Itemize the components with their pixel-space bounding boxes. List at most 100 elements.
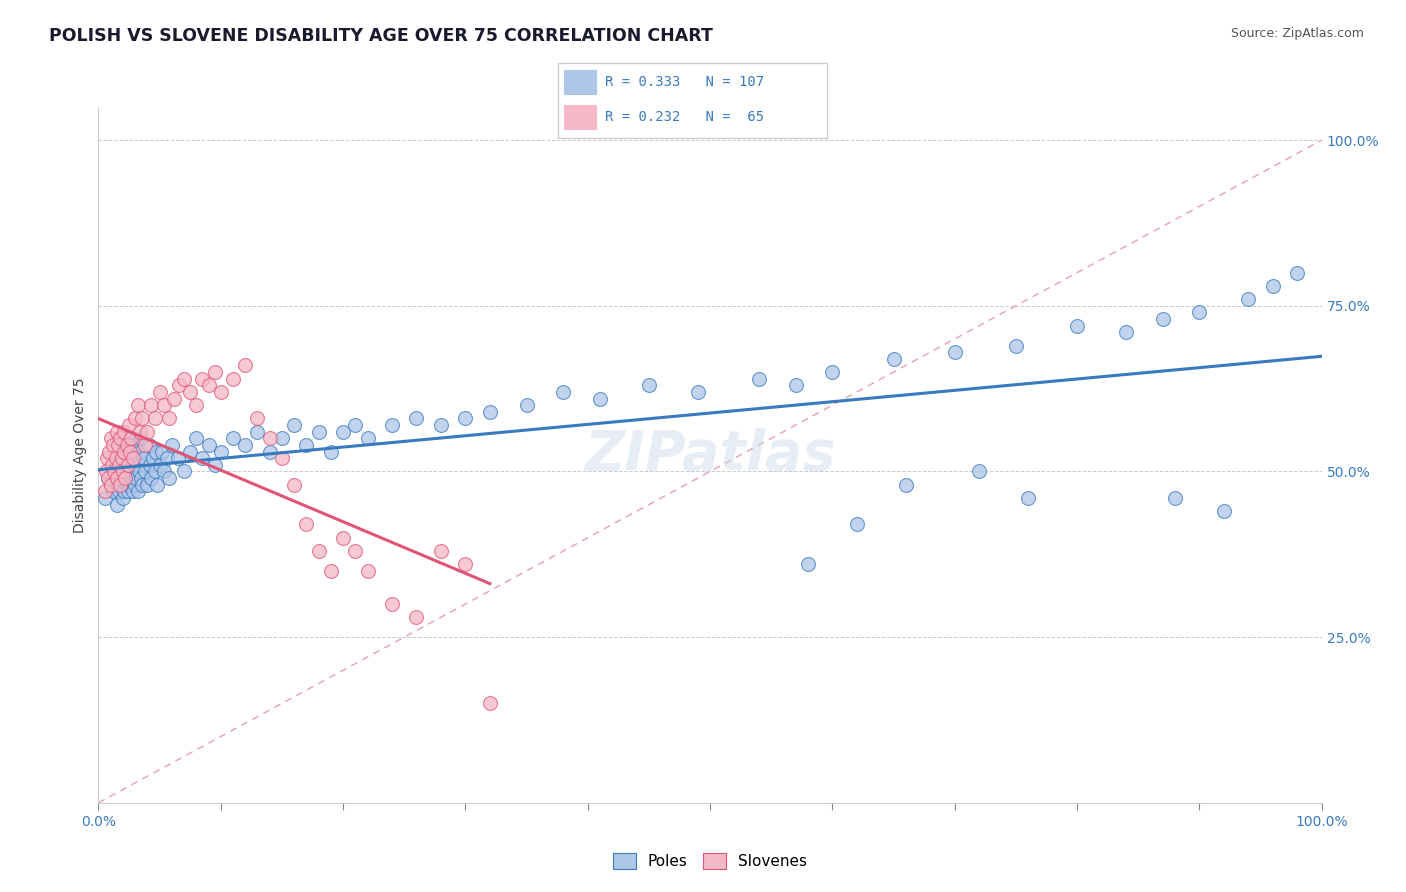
Bar <box>564 105 596 129</box>
Point <box>146 477 169 491</box>
Point <box>1152 312 1174 326</box>
Point <box>112 451 135 466</box>
Point <box>114 471 136 485</box>
Point <box>209 444 232 458</box>
Point <box>114 438 136 452</box>
Point <box>127 398 149 412</box>
Point <box>124 411 146 425</box>
Point <box>295 517 318 532</box>
Point <box>114 471 136 485</box>
Point <box>94 465 117 479</box>
Point <box>167 378 190 392</box>
Point <box>1237 292 1260 306</box>
Point <box>120 471 142 485</box>
Point <box>108 458 131 472</box>
Point <box>785 378 807 392</box>
Point <box>344 418 367 433</box>
Point <box>1066 318 1088 333</box>
Text: Source: ZipAtlas.com: Source: ZipAtlas.com <box>1230 27 1364 40</box>
Point <box>108 484 131 499</box>
Point <box>222 431 245 445</box>
Point <box>308 425 330 439</box>
Point <box>163 392 186 406</box>
Point <box>1261 279 1284 293</box>
Point <box>179 444 201 458</box>
Point <box>160 438 183 452</box>
Point <box>943 345 966 359</box>
Point <box>157 471 180 485</box>
Point <box>259 444 281 458</box>
Point <box>186 398 208 412</box>
Point <box>222 372 245 386</box>
Point <box>197 378 219 392</box>
Point <box>405 610 427 624</box>
Point <box>105 471 128 485</box>
Point <box>1188 305 1211 319</box>
Point <box>117 458 139 472</box>
Point <box>112 484 135 499</box>
Point <box>129 444 152 458</box>
Point <box>136 477 159 491</box>
Point <box>120 438 142 452</box>
Point <box>270 451 294 466</box>
Point <box>120 444 142 458</box>
Point <box>132 451 155 466</box>
Point <box>115 438 138 452</box>
Point <box>153 465 176 479</box>
Point <box>101 438 124 452</box>
Point <box>103 465 125 479</box>
Text: ZIPatlas: ZIPatlas <box>585 428 835 482</box>
Point <box>319 444 342 458</box>
Point <box>125 471 148 485</box>
Point <box>120 431 142 445</box>
Point <box>129 425 152 439</box>
Point <box>191 372 214 386</box>
Point <box>139 458 162 472</box>
Point <box>209 384 232 399</box>
Point <box>115 444 138 458</box>
Point <box>454 411 477 425</box>
Point <box>139 398 162 412</box>
Point <box>127 484 149 499</box>
Point <box>638 378 661 392</box>
Point <box>344 544 367 558</box>
Point <box>233 438 256 452</box>
Point <box>186 431 208 445</box>
Point <box>120 477 142 491</box>
Point <box>356 564 378 578</box>
Point <box>204 458 226 472</box>
Point <box>121 484 143 499</box>
Point <box>111 458 134 472</box>
Point <box>124 477 146 491</box>
Point <box>121 444 143 458</box>
Point <box>332 531 354 545</box>
Point <box>117 484 139 499</box>
Point <box>319 564 342 578</box>
Point <box>173 465 195 479</box>
Point <box>246 425 269 439</box>
Point <box>128 465 150 479</box>
Point <box>110 477 132 491</box>
Point <box>138 438 160 452</box>
Point <box>179 384 201 399</box>
Point <box>381 597 404 611</box>
Point <box>124 438 146 452</box>
Point <box>821 365 844 379</box>
Point <box>100 477 122 491</box>
Point <box>748 372 770 386</box>
Point <box>157 411 180 425</box>
Point <box>845 517 868 532</box>
Point <box>143 411 166 425</box>
Point <box>1286 266 1309 280</box>
Text: R = 0.333   N = 107: R = 0.333 N = 107 <box>605 75 763 89</box>
Point <box>270 431 294 445</box>
Point <box>246 411 269 425</box>
Point <box>1017 491 1039 505</box>
Point <box>1004 338 1026 352</box>
Legend: Poles, Slovenes: Poles, Slovenes <box>607 847 813 875</box>
Point <box>145 444 167 458</box>
Point <box>100 431 122 445</box>
Point <box>103 465 125 479</box>
Point <box>1164 491 1187 505</box>
Point <box>149 384 172 399</box>
